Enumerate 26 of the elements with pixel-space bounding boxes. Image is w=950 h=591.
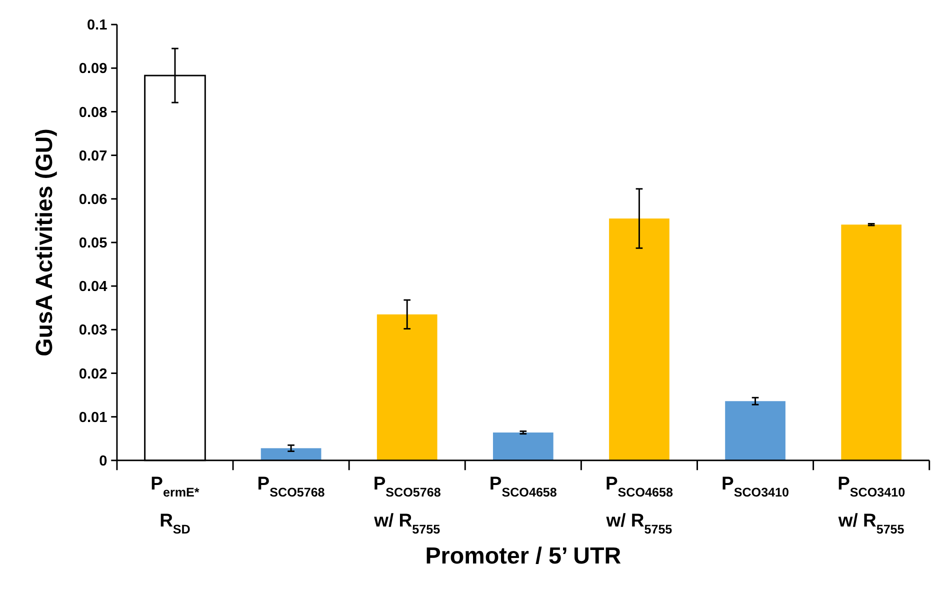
y-tick-label: 0.08 <box>78 104 108 121</box>
y-tick-label: 0.04 <box>78 279 108 296</box>
y-tick-label: 0.05 <box>78 236 108 252</box>
y-tick-label: 0.07 <box>78 148 108 164</box>
y-axis-title: GusA Activities (GU) <box>30 128 57 356</box>
bar <box>260 448 322 460</box>
y-tick-label: 0.1 <box>86 18 108 34</box>
y-tick-label: 0.02 <box>78 366 108 382</box>
y-tick-label: 0.09 <box>78 61 108 78</box>
x-tick-label: P$_{ermE*}$ R$_{SD}$ <box>150 472 200 537</box>
y-tick-label: 0.01 <box>78 410 108 426</box>
bar <box>725 401 786 460</box>
x-tick-label: P$_{SCO5768}$ w/ R$_{5755}$ <box>373 472 441 537</box>
y-tick-label: 0.03 <box>78 322 108 339</box>
x-axis-title: Promoter / 5’ UTR <box>425 542 622 569</box>
x-tick-label: P$_{SCO4658}$ <box>489 472 557 500</box>
bar <box>376 314 438 460</box>
x-tick-label: P$_{SCO3410}$ <box>722 472 790 500</box>
x-tick-label: P$_{SCO5768}$ <box>257 472 325 500</box>
x-tick-label: P$_{SCO3410}$ w/ R$_{5755}$ <box>837 472 906 537</box>
y-tick-label: 0.06 <box>78 192 108 208</box>
x-tick-label: P$_{SCO4658}$ w/ R$_{5755}$ <box>605 472 673 537</box>
bar <box>841 224 902 460</box>
bar <box>492 432 554 460</box>
bar <box>609 218 670 460</box>
y-tick-label: 0 <box>99 454 108 470</box>
